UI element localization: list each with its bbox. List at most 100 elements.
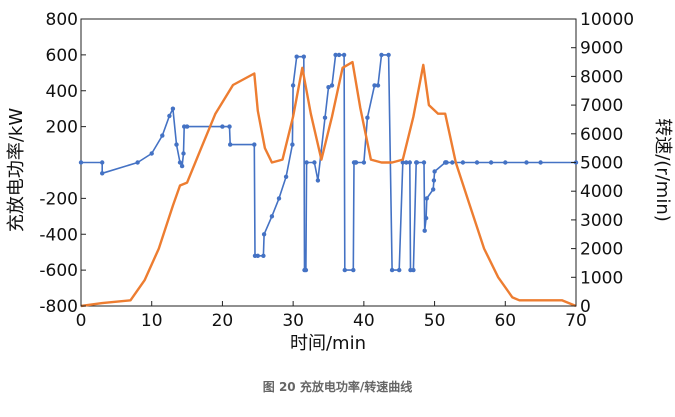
power-data-point bbox=[290, 83, 296, 88]
y-left-tick-label: -400 bbox=[39, 225, 78, 245]
power-data-point bbox=[375, 83, 381, 88]
y-left-tick-label: -800 bbox=[39, 297, 78, 317]
power-data-point bbox=[184, 124, 190, 129]
power-data-point bbox=[423, 215, 429, 221]
power-data-point bbox=[404, 160, 409, 165]
power-data-point bbox=[414, 160, 420, 165]
y-axis-right-title: 转速/(r/min) bbox=[652, 118, 673, 222]
y-right-tick-label: 1000 bbox=[580, 268, 623, 288]
power-data-point bbox=[181, 151, 186, 156]
power-data-point bbox=[135, 160, 140, 165]
y-left-tick-label: 400 bbox=[46, 82, 78, 102]
power-data-point bbox=[336, 52, 342, 58]
speed-series-line bbox=[80, 60, 577, 308]
series-layer bbox=[78, 52, 579, 308]
power-data-point bbox=[341, 52, 347, 58]
y-right-tick-label: 2000 bbox=[580, 240, 623, 260]
power-data-point bbox=[220, 124, 225, 129]
power-data-point bbox=[432, 169, 437, 174]
power-data-point bbox=[333, 52, 338, 58]
power-data-point bbox=[460, 160, 466, 165]
power-data-point bbox=[100, 160, 105, 165]
power-data-point bbox=[474, 160, 480, 165]
y-right-tick-label: 7000 bbox=[580, 96, 623, 116]
x-tick-label: 10 bbox=[141, 311, 163, 331]
power-data-point bbox=[421, 160, 427, 165]
x-axis-title: 时间/min bbox=[290, 333, 366, 354]
power-data-point bbox=[174, 142, 179, 147]
power-data-point bbox=[329, 83, 335, 88]
power-data-point bbox=[397, 267, 402, 273]
y-left-tick-label: 800 bbox=[46, 10, 78, 30]
power-data-point bbox=[400, 160, 405, 165]
power-data-point bbox=[444, 160, 449, 165]
power-data-point bbox=[450, 160, 455, 165]
power-data-point bbox=[389, 267, 395, 273]
power-data-point bbox=[179, 163, 185, 169]
power-data-point bbox=[422, 228, 427, 233]
power-data-point bbox=[538, 160, 543, 165]
power-data-point bbox=[315, 178, 321, 183]
x-tick-label: 70 bbox=[565, 311, 587, 331]
power-data-point bbox=[177, 160, 183, 165]
power-data-point bbox=[353, 160, 359, 165]
power-data-point bbox=[167, 113, 172, 119]
y-left-tick-label: -200 bbox=[39, 189, 78, 209]
power-data-point bbox=[503, 160, 508, 165]
power-data-point bbox=[301, 54, 306, 59]
tick-layer: 0 10 20 30 40 50 60 70 -800 -600 -400 -200 200 400 600… bbox=[39, 10, 634, 331]
power-data-point bbox=[431, 187, 436, 192]
power-data-point bbox=[149, 151, 154, 156]
y-right-tick-label: 4000 bbox=[580, 182, 623, 202]
y-right-tick-label: 6000 bbox=[580, 125, 623, 145]
power-data-point bbox=[160, 133, 165, 138]
power-data-point bbox=[322, 115, 328, 120]
x-tick-label: 40 bbox=[353, 311, 375, 331]
power-data-point bbox=[294, 54, 299, 59]
y-right-tick-label: 3000 bbox=[580, 211, 623, 231]
power-data-point bbox=[261, 253, 266, 258]
power-speed-chart: 0 10 20 30 40 50 60 70 -800 -600 -400 -200 200 400 600… bbox=[6, 10, 673, 354]
power-data-point bbox=[424, 196, 429, 201]
power-data-point bbox=[411, 267, 416, 273]
x-tick-label: 30 bbox=[282, 311, 304, 331]
x-tick-label: 50 bbox=[424, 311, 446, 331]
x-tick-label: 60 bbox=[494, 311, 516, 331]
power-data-point bbox=[312, 160, 317, 165]
x-tick-label: 0 bbox=[76, 311, 87, 331]
y-right-tick-label: 8000 bbox=[580, 67, 623, 87]
power-data-point bbox=[227, 124, 232, 129]
power-data-point bbox=[304, 160, 309, 165]
power-data-point bbox=[269, 214, 275, 219]
y-left-tick-label: 200 bbox=[46, 118, 78, 138]
y-axis-left-title: 充放电功率/kW bbox=[6, 108, 27, 232]
power-data-point bbox=[261, 232, 267, 237]
power-data-point bbox=[303, 267, 309, 273]
power-data-point bbox=[78, 160, 84, 165]
power-data-point bbox=[228, 142, 233, 147]
power-data-point bbox=[361, 160, 367, 165]
power-data-point bbox=[488, 160, 494, 165]
y-left-tick-label: -600 bbox=[39, 261, 78, 281]
power-data-point bbox=[290, 142, 295, 147]
power-data-point bbox=[252, 142, 257, 147]
y-right-tick-label: 9000 bbox=[580, 39, 623, 59]
power-data-point bbox=[326, 85, 331, 90]
power-data-point bbox=[170, 106, 176, 111]
power-data-point bbox=[379, 52, 384, 58]
y-right-tick-label: 5000 bbox=[580, 154, 623, 174]
power-data-point bbox=[342, 267, 347, 273]
power-data-point bbox=[276, 196, 282, 201]
power-data-point bbox=[365, 115, 370, 120]
power-data-point bbox=[431, 178, 437, 183]
power-data-point bbox=[351, 267, 356, 273]
y-left-tick-label: 600 bbox=[46, 46, 78, 66]
power-data-point bbox=[386, 52, 391, 58]
power-data-point bbox=[524, 160, 529, 165]
power-data-point bbox=[100, 171, 105, 176]
power-data-point bbox=[255, 253, 260, 258]
power-data-point bbox=[407, 160, 412, 165]
figure-caption: 图 20 充放电功率/转速曲线 bbox=[262, 380, 413, 394]
y-right-tick-label: 0 bbox=[580, 297, 591, 317]
power-data-point bbox=[283, 174, 289, 179]
